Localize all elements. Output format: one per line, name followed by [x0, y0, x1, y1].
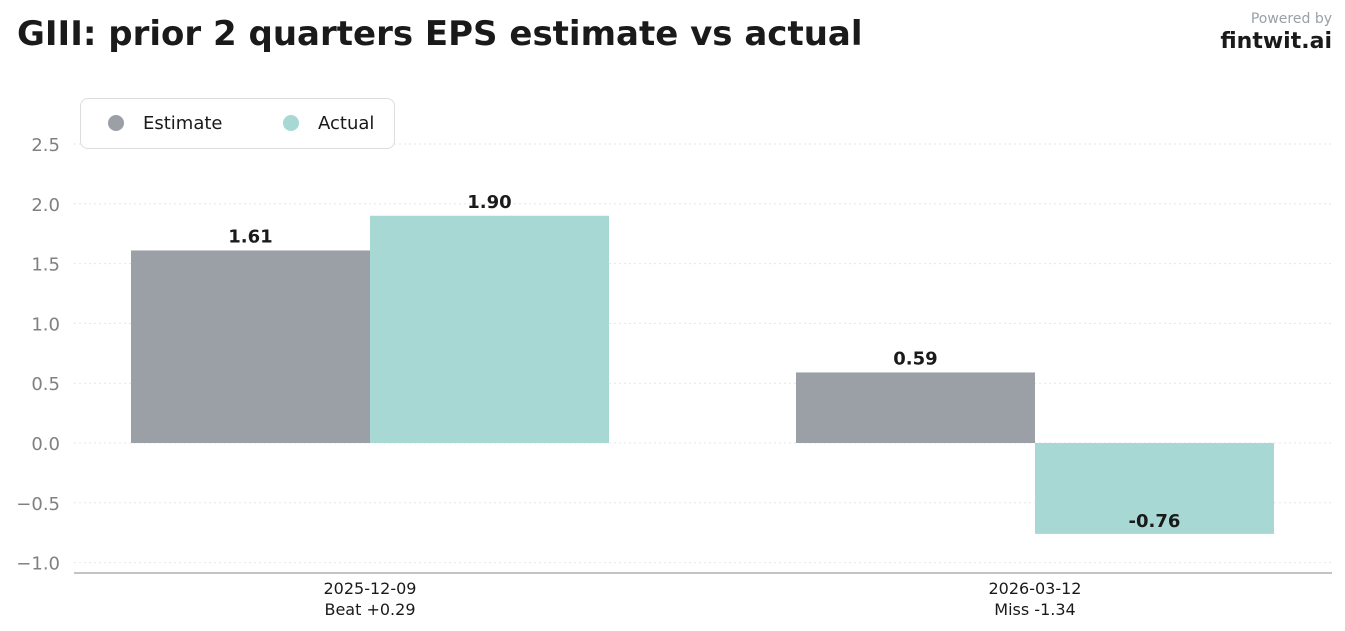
- legend-estimate-swatch: [108, 115, 124, 131]
- legend-actual-swatch: [283, 115, 299, 131]
- chart-title: GIII: prior 2 quarters EPS estimate vs a…: [17, 14, 863, 54]
- y-tick-label: −1.0: [16, 554, 60, 575]
- data-label: 0.59: [893, 348, 937, 369]
- data-label: 1.61: [228, 226, 272, 247]
- bar-estimate-1: [796, 372, 1035, 443]
- legend-actual-label: Actual: [318, 113, 375, 134]
- y-tick-label: 1.0: [31, 314, 60, 335]
- x-tick-note: Beat +0.29: [324, 600, 415, 619]
- y-tick-label: 2.0: [31, 195, 60, 216]
- x-tick-label: 2026-03-12: [989, 579, 1082, 598]
- bar-actual-1: [1035, 443, 1274, 534]
- data-label: -0.76: [1129, 511, 1181, 532]
- x-tick-note: Miss -1.34: [994, 600, 1075, 619]
- brand-name: fintwit.ai: [1220, 29, 1332, 54]
- powered-by: Powered by fintwit.ai: [1220, 11, 1332, 54]
- y-tick-label: 0.0: [31, 434, 60, 455]
- bar-actual-0: [370, 215, 609, 443]
- y-tick-label: 2.5: [31, 135, 60, 156]
- y-tick-label: 0.5: [31, 374, 60, 395]
- legend-estimate-label: Estimate: [143, 113, 223, 134]
- bar-estimate-0: [131, 250, 370, 443]
- y-tick-label: 1.5: [31, 255, 60, 276]
- data-label: 1.90: [467, 192, 511, 213]
- y-tick-label: −0.5: [16, 494, 60, 515]
- chart-legend: Estimate Actual: [80, 98, 395, 149]
- x-tick-label: 2025-12-09: [324, 579, 417, 598]
- powered-by-label: Powered by: [1250, 11, 1332, 27]
